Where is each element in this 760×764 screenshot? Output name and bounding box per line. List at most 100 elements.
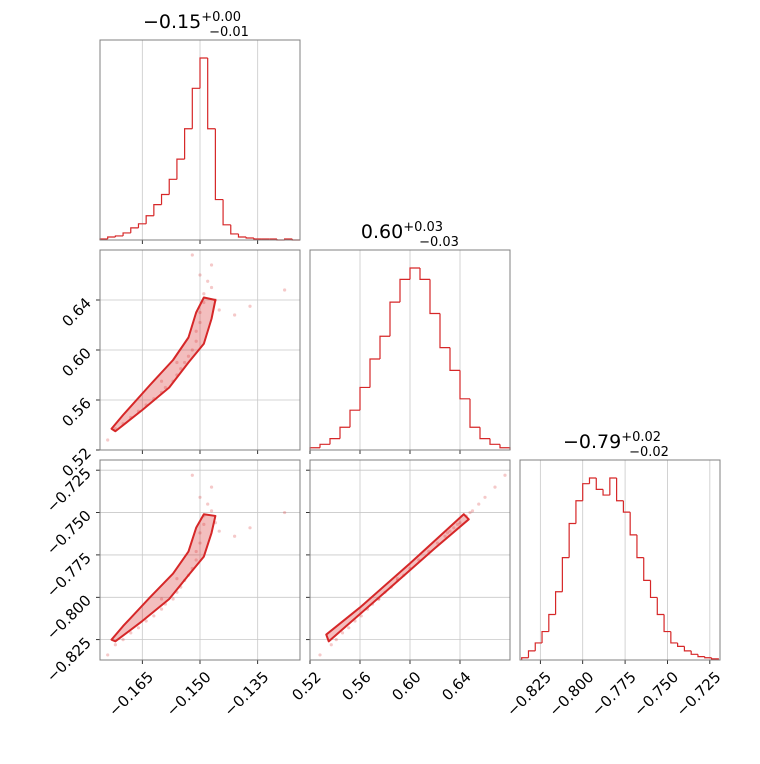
panel-frame: [309, 459, 511, 661]
histogram-bin: [329, 438, 340, 445]
sample-point: [121, 638, 125, 642]
histogram-bin: [230, 224, 239, 235]
sample-point: [347, 626, 351, 630]
y-tick-label: 0.64: [58, 294, 94, 330]
histogram-bin: [582, 483, 590, 501]
sample-point: [190, 348, 194, 352]
panel-frame: [99, 249, 301, 451]
sample-point: [206, 502, 210, 506]
y-tick-label: 0.56: [58, 394, 94, 430]
histogram-bin: [704, 656, 712, 659]
sample-point: [106, 438, 110, 442]
sample-point: [329, 643, 333, 647]
histogram-bin: [222, 199, 231, 226]
sample-point: [159, 379, 164, 383]
histogram-bin: [176, 158, 185, 180]
sample-point: [209, 263, 214, 267]
histogram-bin: [575, 500, 583, 524]
histogram-bin: [616, 478, 624, 502]
sample-point: [209, 509, 214, 513]
contour: [110, 513, 217, 643]
histogram-bin: [561, 557, 570, 592]
sample-point: [217, 308, 221, 312]
panel-frame: [99, 459, 301, 661]
panel-frame: [519, 459, 721, 661]
sample-point: [448, 529, 452, 533]
sample-point: [202, 292, 206, 296]
title-plus: +0.00: [201, 10, 241, 25]
sample-point: [233, 313, 237, 317]
sample-point: [206, 279, 210, 283]
histogram-bin: [145, 215, 154, 224]
title-minus: −0.01: [209, 25, 249, 40]
histogram-bin: [697, 654, 705, 658]
sample-point: [159, 597, 164, 601]
histogram-bin: [237, 233, 247, 238]
title-value: −0.79: [563, 431, 621, 453]
sample-point: [159, 607, 164, 611]
y-tick-label: −0.800: [43, 591, 95, 643]
histogram-bin: [649, 580, 658, 599]
x-tick-label: 0.56: [338, 668, 374, 704]
sample-point: [113, 643, 117, 647]
histogram-bin: [527, 650, 536, 658]
histogram-bin: [568, 522, 576, 558]
sample-point: [129, 631, 133, 635]
histogram-bin: [479, 427, 490, 440]
histogram-bin: [107, 236, 116, 239]
histogram-bin: [114, 235, 124, 237]
sample-point: [217, 529, 221, 533]
histogram-bin: [670, 631, 678, 644]
y-tick-label: 0.60: [58, 344, 94, 380]
histogram-bin: [160, 193, 170, 205]
sample-point: [209, 485, 214, 489]
histogram-bin: [677, 642, 685, 647]
sample-point: [198, 320, 202, 325]
histogram-bin: [588, 477, 597, 484]
histogram-bin: [636, 534, 644, 559]
histogram-bin: [399, 278, 410, 303]
histogram-bin: [122, 232, 131, 236]
y-tick-label: −0.775: [43, 549, 95, 601]
histogram-bin: [449, 347, 460, 371]
sample-point: [202, 300, 206, 305]
histogram-bin: [541, 630, 549, 643]
sample-point: [458, 521, 462, 525]
histogram-bin: [349, 409, 360, 428]
x-tick-label: 0.60: [388, 668, 424, 704]
histogram-bin: [656, 597, 665, 616]
histogram-bin: [548, 613, 556, 632]
sample-point: [175, 577, 179, 581]
histogram-bin: [253, 237, 262, 240]
histogram-bin: [199, 57, 208, 89]
panel-title: −0.15+0.00: [143, 10, 241, 33]
x-tick-label: −0.135: [220, 668, 272, 720]
histogram-bin: [554, 591, 563, 615]
panel-title: 0.60+0.03: [361, 220, 443, 243]
histogram-bin: [245, 236, 254, 239]
histogram-bin: [168, 178, 177, 195]
sample-point: [318, 653, 322, 657]
sample-point: [179, 367, 183, 371]
histogram-bin: [609, 477, 617, 496]
histogram-bin: [207, 58, 216, 130]
sample-point: [183, 360, 187, 365]
histogram-bin: [622, 500, 631, 513]
histogram-bin: [339, 426, 350, 439]
histogram-bin: [690, 650, 698, 655]
histogram-bin: [710, 657, 719, 660]
sample-point: [359, 614, 363, 618]
title-plus: +0.03: [403, 220, 443, 235]
sample-point: [144, 619, 148, 623]
sample-point: [248, 526, 252, 530]
histogram-bin: [429, 279, 440, 315]
histogram-bin: [534, 642, 543, 651]
contour: [325, 513, 470, 643]
sample-point: [198, 531, 202, 535]
title-plus: +0.02: [621, 430, 661, 445]
x-tick-label: −0.165: [105, 668, 157, 720]
sample-point: [483, 495, 487, 499]
sample-point: [477, 502, 481, 506]
histogram-bin: [359, 386, 370, 411]
